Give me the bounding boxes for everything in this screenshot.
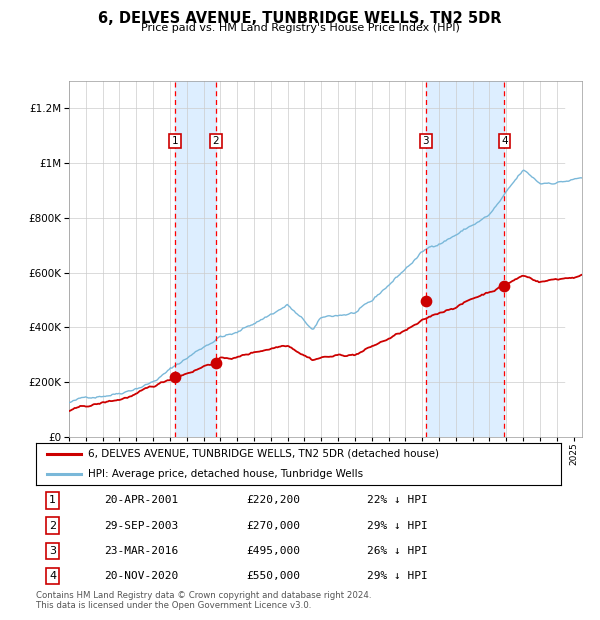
Text: 3: 3	[49, 546, 56, 556]
Text: £270,000: £270,000	[246, 521, 300, 531]
Text: 4: 4	[49, 571, 56, 581]
Text: 20-APR-2001: 20-APR-2001	[104, 495, 179, 505]
Text: 4: 4	[501, 136, 508, 146]
Bar	[426, 81, 505, 437]
Text: £495,000: £495,000	[246, 546, 300, 556]
Point	[211, 358, 221, 368]
Text: 6, DELVES AVENUE, TUNBRIDGE WELLS, TN2 5DR: 6, DELVES AVENUE, TUNBRIDGE WELLS, TN2 5…	[98, 11, 502, 25]
Text: 6, DELVES AVENUE, TUNBRIDGE WELLS, TN2 5DR (detached house): 6, DELVES AVENUE, TUNBRIDGE WELLS, TN2 5…	[89, 449, 439, 459]
Text: 29-SEP-2003: 29-SEP-2003	[104, 521, 179, 531]
Text: Contains HM Land Registry data © Crown copyright and database right 2024.
This d: Contains HM Land Registry data © Crown c…	[36, 591, 371, 610]
Text: 2: 2	[212, 136, 220, 146]
Bar	[175, 81, 216, 437]
Text: 2: 2	[49, 521, 56, 531]
Text: 26% ↓ HPI: 26% ↓ HPI	[367, 546, 427, 556]
Text: 29% ↓ HPI: 29% ↓ HPI	[367, 571, 427, 581]
Text: 23-MAR-2016: 23-MAR-2016	[104, 546, 179, 556]
Text: 20-NOV-2020: 20-NOV-2020	[104, 571, 179, 581]
Point	[500, 281, 509, 291]
Text: 1: 1	[172, 136, 178, 146]
Text: 29% ↓ HPI: 29% ↓ HPI	[367, 521, 427, 531]
Text: 3: 3	[422, 136, 429, 146]
Text: 22% ↓ HPI: 22% ↓ HPI	[367, 495, 427, 505]
Text: £550,000: £550,000	[246, 571, 300, 581]
Point	[421, 296, 431, 306]
Text: HPI: Average price, detached house, Tunbridge Wells: HPI: Average price, detached house, Tunb…	[89, 469, 364, 479]
Text: 1: 1	[49, 495, 56, 505]
Text: £220,200: £220,200	[246, 495, 300, 505]
Point	[170, 372, 180, 382]
Text: Price paid vs. HM Land Registry's House Price Index (HPI): Price paid vs. HM Land Registry's House …	[140, 23, 460, 33]
Bar	[565, 81, 582, 437]
